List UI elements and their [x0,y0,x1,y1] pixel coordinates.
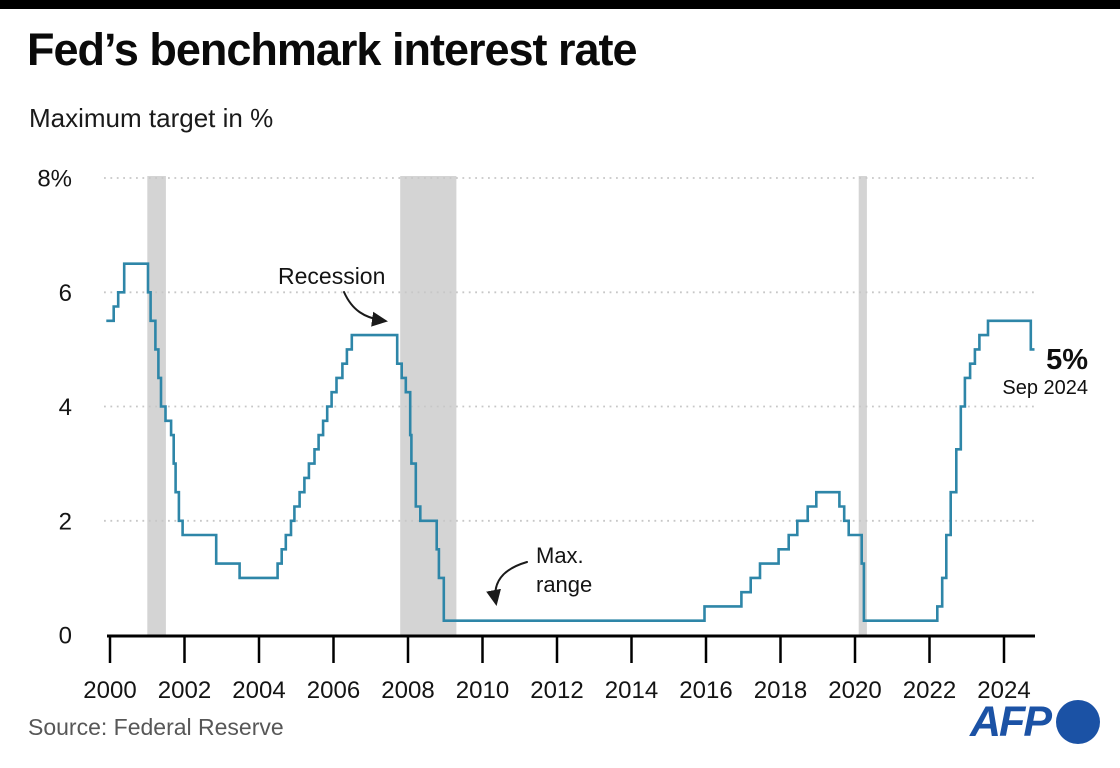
afp-logo: AFP [970,698,1100,746]
annotation-recession: Recession [278,263,386,289]
chart-subtitle: Maximum target in % [29,103,274,133]
y-axis-label: 6 [59,280,72,307]
annotation-max-range: Max. range [536,541,592,599]
latest-value-label: 5% Sep 2024 [948,345,1088,400]
max-range-arrow [486,561,528,606]
recession-arrow [343,291,388,327]
chart-title: Fed’s benchmark interest rate [27,24,638,75]
x-axis-label: 2000 [83,677,136,704]
y-axis-label: 8% [37,166,72,193]
rate-line [106,262,1035,622]
x-axis-label: 2020 [828,677,881,704]
y-axis-label: 4 [59,394,72,421]
x-axis-label: 2022 [903,677,956,704]
latest-date: Sep 2024 [1002,377,1088,399]
y-axis-label: 2 [59,508,72,535]
x-axis-label: 2018 [754,677,807,704]
x-axis-label: 2012 [530,677,583,704]
x-axis-label: 2014 [605,677,658,704]
recession-band [400,176,457,636]
x-axis-label: 2006 [307,677,360,704]
x-axis-label: 2024 [977,677,1030,704]
annotation-max-range-line2: range [536,572,593,597]
x-axis-label: 2002 [158,677,211,704]
source-note: Source: Federal Reserve [28,714,284,740]
afp-logo-text: AFP [970,698,1052,746]
recession-band [858,176,867,636]
x-axis-label: 2016 [679,677,732,704]
top-accent-bar [0,0,1120,9]
latest-value: 5% [1046,344,1088,376]
x-axis-label: 2010 [456,677,509,704]
y-axis-label: 0 [59,623,72,650]
x-axis-label: 2004 [232,677,285,704]
x-axis-label: 2008 [381,677,434,704]
annotation-max-range-line1: Max. [536,543,584,568]
afp-logo-circle-icon [1056,700,1100,744]
